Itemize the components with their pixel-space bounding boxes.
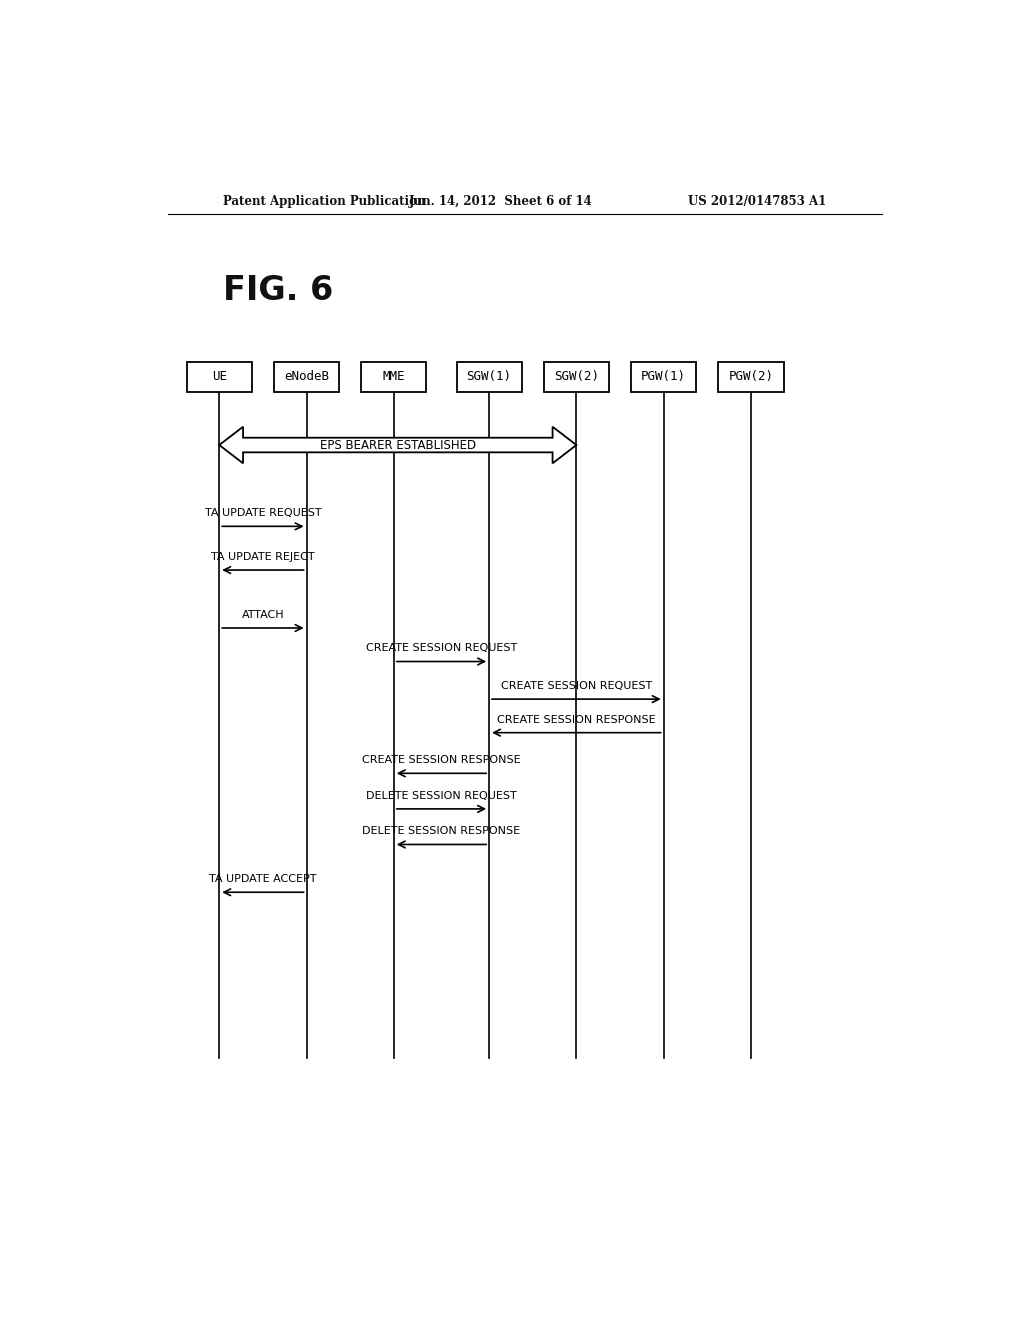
Bar (186, 362, 252, 392)
Text: eNodeB: eNodeB (284, 371, 329, 383)
Text: TA UPDATE REJECT: TA UPDATE REJECT (211, 552, 314, 562)
Text: Jun. 14, 2012  Sheet 6 of 14: Jun. 14, 2012 Sheet 6 of 14 (410, 194, 593, 207)
Bar (719, 362, 783, 392)
Text: PGW(2): PGW(2) (728, 371, 773, 383)
Text: CREATE SESSION REQUEST: CREATE SESSION REQUEST (501, 681, 652, 690)
Text: Patent Application Publication: Patent Application Publication (223, 194, 426, 207)
Text: MME: MME (383, 371, 406, 383)
Text: DELETE SESSION REQUEST: DELETE SESSION REQUEST (367, 791, 517, 801)
Text: TA UPDATE ACCEPT: TA UPDATE ACCEPT (209, 874, 316, 884)
Bar (544, 362, 609, 392)
Text: DELETE SESSION RESPONSE: DELETE SESSION RESPONSE (362, 826, 520, 837)
Text: TA UPDATE REQUEST: TA UPDATE REQUEST (205, 508, 322, 519)
Bar (361, 362, 426, 392)
Text: SGW(1): SGW(1) (467, 371, 512, 383)
Bar (457, 362, 521, 392)
Text: CREATE SESSION RESPONSE: CREATE SESSION RESPONSE (497, 714, 655, 725)
Text: CREATE SESSION RESPONSE: CREATE SESSION RESPONSE (362, 755, 521, 766)
Text: SGW(2): SGW(2) (554, 371, 599, 383)
Text: CREATE SESSION REQUEST: CREATE SESSION REQUEST (366, 643, 517, 653)
Text: FIG. 6: FIG. 6 (223, 275, 334, 308)
Bar (631, 362, 696, 392)
Bar (274, 362, 339, 392)
Text: PGW(1): PGW(1) (641, 371, 686, 383)
Polygon shape (219, 426, 577, 463)
Text: EPS BEARER ESTABLISHED: EPS BEARER ESTABLISHED (319, 438, 476, 451)
Text: US 2012/0147853 A1: US 2012/0147853 A1 (688, 194, 826, 207)
Text: UE: UE (212, 371, 226, 383)
Text: ATTACH: ATTACH (242, 610, 285, 620)
